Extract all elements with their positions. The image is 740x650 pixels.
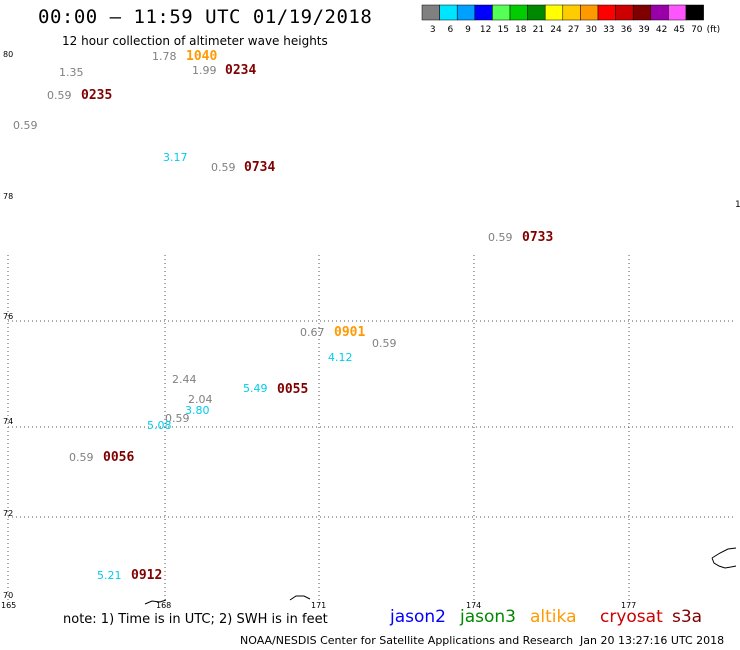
legend-label-36: 36: [621, 25, 633, 35]
wave-height-value: 1.35: [59, 66, 84, 79]
satellite-s3a: s3a: [672, 607, 703, 627]
pass-time-label: 0734: [244, 160, 275, 175]
legend-label-15: 15: [497, 25, 508, 35]
latitude-label: 76: [3, 312, 13, 321]
wave-height-value: 0.59: [165, 412, 190, 425]
longitude-label: 174: [466, 601, 481, 610]
legend-swatch-70: [685, 4, 704, 21]
legend-label-6: 6: [448, 25, 454, 35]
legend-label-24: 24: [550, 25, 562, 35]
color-scale-legend: 3 6 9 12 15 18 21 24 27 30 33 36 39 42 45 70 (ft): [421, 4, 721, 35]
pass-time-label: 0056: [103, 450, 134, 465]
wave-height-value: 0.59: [47, 89, 72, 102]
pass-time-label: 0901: [334, 325, 365, 340]
wave-height-value: 1.99: [192, 64, 217, 77]
wave-height-value: 0.59: [13, 119, 38, 132]
legend-label-9: 9: [465, 25, 471, 35]
wave-height-value: 3.80: [185, 404, 210, 417]
satellite-jason2: jason2: [390, 607, 446, 627]
longitude-label: 168: [156, 601, 171, 610]
pass-time-label: 0733: [522, 230, 553, 245]
legend-label-42: 42: [656, 25, 667, 35]
legend-label-30: 30: [585, 25, 597, 35]
legend-label-12: 12: [480, 25, 491, 35]
wave-height-value: 4.12: [328, 351, 353, 364]
pass-time-label: 0055: [277, 382, 308, 397]
legend-label-18: 18: [515, 25, 527, 35]
pass-time-label: 0912: [131, 568, 162, 583]
wave-height-value: 0.59: [211, 161, 236, 174]
footer-note: note: 1) Time is in UTC; 2) SWH is in fe…: [63, 612, 328, 627]
satellite-jason3: jason3: [460, 607, 516, 627]
wave-height-value: 5.49: [243, 382, 268, 395]
pass-time-label: 1040: [186, 49, 217, 64]
legend-label-39: 39: [638, 25, 650, 35]
latitude-label: 72: [3, 509, 13, 518]
latitude-label: 78: [3, 192, 13, 201]
wave-height-value: 5.21: [97, 569, 122, 582]
legend-label-45: 45: [673, 25, 684, 35]
legend-label-33: 33: [603, 25, 614, 35]
page-title: 00:00 – 11:59 UTC 01/19/2018: [38, 6, 373, 28]
coastline: [711, 547, 737, 569]
wave-height-value: 0.59: [69, 451, 94, 464]
credit-line: NOAA/NESDIS Center for Satellite Applica…: [240, 634, 574, 647]
longitude-label: 171: [311, 601, 326, 610]
edge-label: 1: [735, 200, 740, 210]
legend-label-21: 21: [533, 25, 544, 35]
satellite-cryosat: cryosat: [600, 607, 663, 627]
wave-height-value: 3.17: [163, 151, 188, 164]
latitude-label: 74: [3, 417, 13, 426]
pass-time-label: 0234: [225, 63, 256, 78]
wave-height-value: 2.44: [172, 373, 197, 386]
wave-height-value: 0.59: [372, 337, 397, 350]
legend-label-27: 27: [568, 25, 579, 35]
generation-timestamp: Jan 20 13:27:16 UTC 2018: [580, 634, 725, 647]
latitude-label: 70: [3, 591, 13, 600]
satellite-legend: jason2 jason3 altika cryosat s3a: [0, 607, 740, 629]
wave-height-value: 0.67: [300, 326, 325, 339]
legend-label-70: 70: [691, 25, 703, 35]
latitude-label: 80: [3, 50, 13, 59]
wave-height-value: 0.59: [488, 231, 513, 244]
coastline: [144, 599, 167, 605]
wave-height-value: 2.04: [188, 393, 213, 406]
coastline: [289, 595, 311, 601]
wave-height-value: 1.78: [152, 50, 177, 63]
longitude-label: 177: [621, 601, 636, 610]
pass-time-label: 0235: [81, 88, 112, 103]
legend-unit: (ft): [707, 25, 721, 35]
wave-height-value: 5.08: [147, 419, 172, 432]
page-subtitle: 12 hour collection of altimeter wave hei…: [62, 34, 328, 48]
longitude-label: 165: [1, 601, 16, 610]
legend-label-3: 3: [430, 25, 436, 35]
satellite-altika: altika: [530, 607, 577, 627]
